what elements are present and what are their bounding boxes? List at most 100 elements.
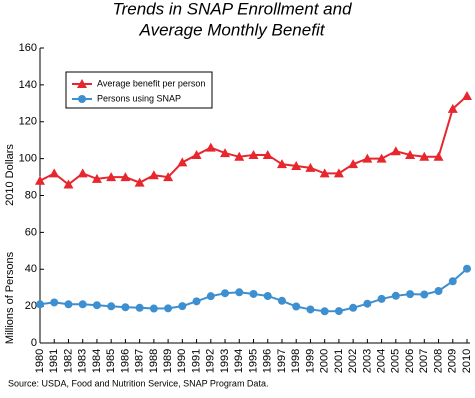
data-point [448, 277, 457, 286]
data-point [63, 179, 74, 189]
y-tick-label: 120 [19, 116, 37, 128]
data-point [149, 304, 158, 313]
data-point [36, 300, 44, 309]
data-point [50, 298, 59, 307]
x-tick-label: 1995 [247, 349, 259, 373]
data-point [362, 153, 373, 163]
chart-title-line-2: Average Monthly Benefit [139, 20, 326, 39]
data-point [178, 302, 187, 311]
data-point [92, 301, 101, 310]
data-point [319, 168, 330, 178]
data-point [206, 292, 215, 301]
x-tick-label: 1993 [219, 349, 231, 373]
data-point [248, 149, 259, 159]
x-tick-label: 1984 [91, 349, 103, 373]
legend-marker [77, 79, 87, 88]
data-point [263, 291, 272, 300]
x-tick-label: 2001 [333, 349, 345, 373]
data-point [405, 149, 416, 159]
data-point [406, 290, 415, 299]
data-point [276, 159, 287, 169]
x-tick-label: 1994 [233, 349, 245, 373]
data-point [277, 296, 286, 305]
data-point [134, 177, 145, 187]
x-tick-label: 1999 [304, 349, 316, 373]
x-tick-label: 2010 [461, 349, 473, 373]
data-point [91, 173, 102, 183]
data-point [390, 146, 401, 156]
data-point [462, 90, 472, 100]
x-tick-label: 2008 [432, 349, 444, 373]
x-tick-label: 2005 [390, 349, 402, 373]
data-point [349, 303, 358, 312]
data-point [363, 299, 372, 308]
y-tick-label: 60 [25, 226, 37, 238]
data-point [135, 303, 144, 312]
x-tick-label: 2002 [347, 349, 359, 373]
data-point [447, 103, 458, 113]
x-tick-label: 2006 [404, 349, 416, 373]
data-point [35, 175, 45, 185]
data-point [221, 289, 230, 298]
x-tick-label: 1981 [48, 349, 60, 373]
data-point [391, 291, 400, 300]
x-tick-label: 1988 [148, 349, 160, 373]
x-tick-label: 1982 [62, 349, 74, 373]
data-point [163, 172, 174, 182]
x-tick-label: 2004 [376, 349, 388, 373]
x-tick-label: 1985 [105, 349, 117, 373]
data-point [234, 151, 245, 161]
data-point [334, 307, 343, 316]
series-line [39, 95, 468, 186]
legend-box [65, 71, 213, 109]
x-tick-label: 1997 [276, 349, 288, 373]
y-tick-label: 40 [25, 263, 37, 275]
y-tick-label: 80 [25, 189, 37, 201]
data-point [177, 157, 188, 167]
y-tick-label: 20 [25, 300, 37, 312]
legend-label: Average benefit per person [97, 78, 205, 88]
data-point [78, 300, 87, 309]
data-point [377, 294, 386, 303]
data-point [106, 172, 117, 182]
x-tick-label: 1986 [119, 349, 131, 373]
x-tick-label: 1980 [34, 349, 46, 373]
data-point [433, 151, 444, 161]
y-label-upper: 2010 Dollars [4, 144, 16, 206]
data-point [262, 149, 273, 159]
data-point [420, 290, 429, 299]
data-point [320, 307, 329, 316]
x-tick-label: 1991 [190, 349, 202, 373]
x-tick-label: 2000 [319, 349, 331, 373]
x-tick-label: 1992 [205, 349, 217, 373]
data-point [192, 297, 201, 306]
data-point [205, 142, 216, 152]
x-tick-label: 1996 [262, 349, 274, 373]
x-tick-label: 1998 [290, 349, 302, 373]
y-tick-label: 100 [19, 153, 37, 165]
data-point [306, 305, 315, 314]
x-tick-label: 2007 [418, 349, 430, 373]
data-point [434, 287, 443, 296]
x-tick-label: 1983 [77, 349, 89, 373]
legend-label: Persons using SNAP [97, 93, 181, 103]
data-point [148, 170, 159, 180]
data-point [64, 300, 73, 309]
data-point [121, 303, 130, 312]
data-point [191, 149, 202, 159]
data-point [463, 264, 471, 273]
data-point [348, 159, 359, 169]
data-point [220, 148, 231, 158]
data-point [164, 304, 173, 313]
x-tick-label: 1990 [176, 349, 188, 373]
x-tick-label: 2009 [447, 349, 459, 373]
x-tick-label: 1989 [162, 349, 174, 373]
source: Source: USDA, Food and Nutrition Service… [8, 378, 268, 388]
data-point [49, 168, 60, 178]
legend-marker [78, 95, 86, 103]
y-label-lower: Millions of Persons [4, 251, 16, 344]
data-point [107, 302, 116, 311]
data-point [77, 168, 88, 178]
y-tick-label: 0 [31, 337, 37, 349]
